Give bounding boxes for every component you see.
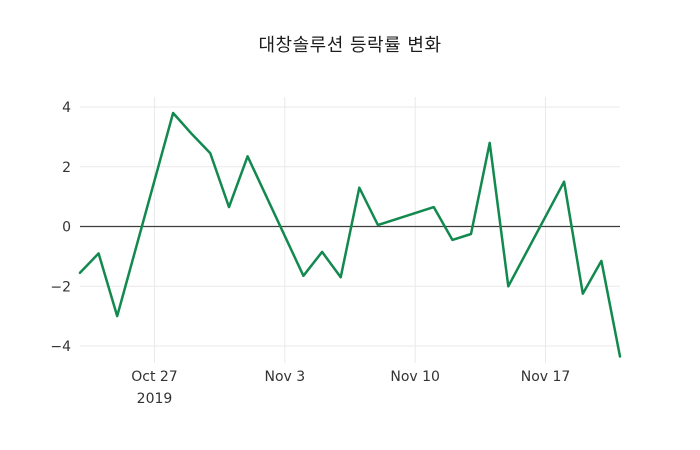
x-tick-label: 2019 <box>137 391 173 407</box>
y-tick-label: −2 <box>50 279 71 295</box>
y-tick-label: 0 <box>62 220 71 236</box>
x-tick-label: Nov 10 <box>390 369 440 385</box>
x-tick-label: Nov 3 <box>264 369 305 385</box>
series-line <box>78 111 622 358</box>
chart-title: 대창솔루션 등락률 변화 <box>258 35 442 56</box>
y-tick-label: −4 <box>50 339 71 355</box>
y-tick-label: 4 <box>62 100 71 116</box>
x-tick-label: Nov 17 <box>521 369 571 385</box>
y-tick-label: 2 <box>62 160 71 176</box>
x-tick-label: Oct 27 <box>131 369 177 385</box>
